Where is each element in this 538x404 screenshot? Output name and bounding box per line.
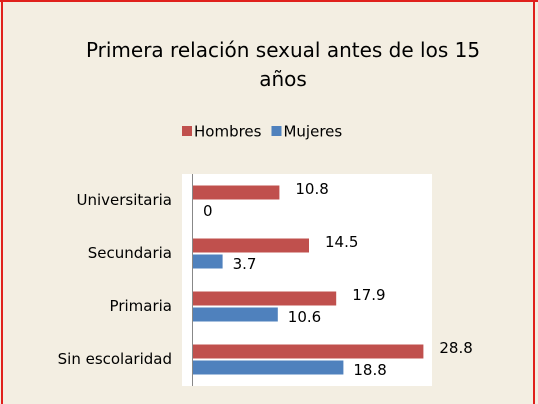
data-label: 28.8 bbox=[439, 339, 472, 357]
legend-swatch bbox=[271, 126, 282, 136]
bar bbox=[193, 185, 280, 200]
bar bbox=[193, 344, 424, 359]
data-label: 17.9 bbox=[352, 286, 385, 304]
legend-swatch bbox=[182, 126, 192, 136]
bar bbox=[193, 254, 223, 269]
bar bbox=[193, 360, 344, 375]
data-label: 14.5 bbox=[325, 233, 358, 251]
bar bbox=[193, 238, 309, 253]
y-tick-label: Primaria bbox=[110, 297, 172, 315]
data-label: 0 bbox=[203, 202, 213, 220]
legend-label: Hombres bbox=[194, 123, 262, 141]
data-label: 10.8 bbox=[295, 180, 328, 198]
legend-label: Mujeres bbox=[283, 123, 342, 141]
data-label: 18.8 bbox=[353, 361, 386, 379]
bar bbox=[193, 307, 278, 322]
chart-title: Primera relación sexual antes de los 15 … bbox=[85, 38, 481, 91]
data-label: 10.6 bbox=[288, 308, 321, 326]
data-label: 3.7 bbox=[233, 255, 257, 273]
y-tick-label: Universitaria bbox=[76, 191, 172, 209]
y-tick-label: Sin escolaridad bbox=[58, 350, 172, 368]
bar bbox=[193, 291, 337, 306]
y-tick-label: Secundaria bbox=[88, 244, 172, 262]
